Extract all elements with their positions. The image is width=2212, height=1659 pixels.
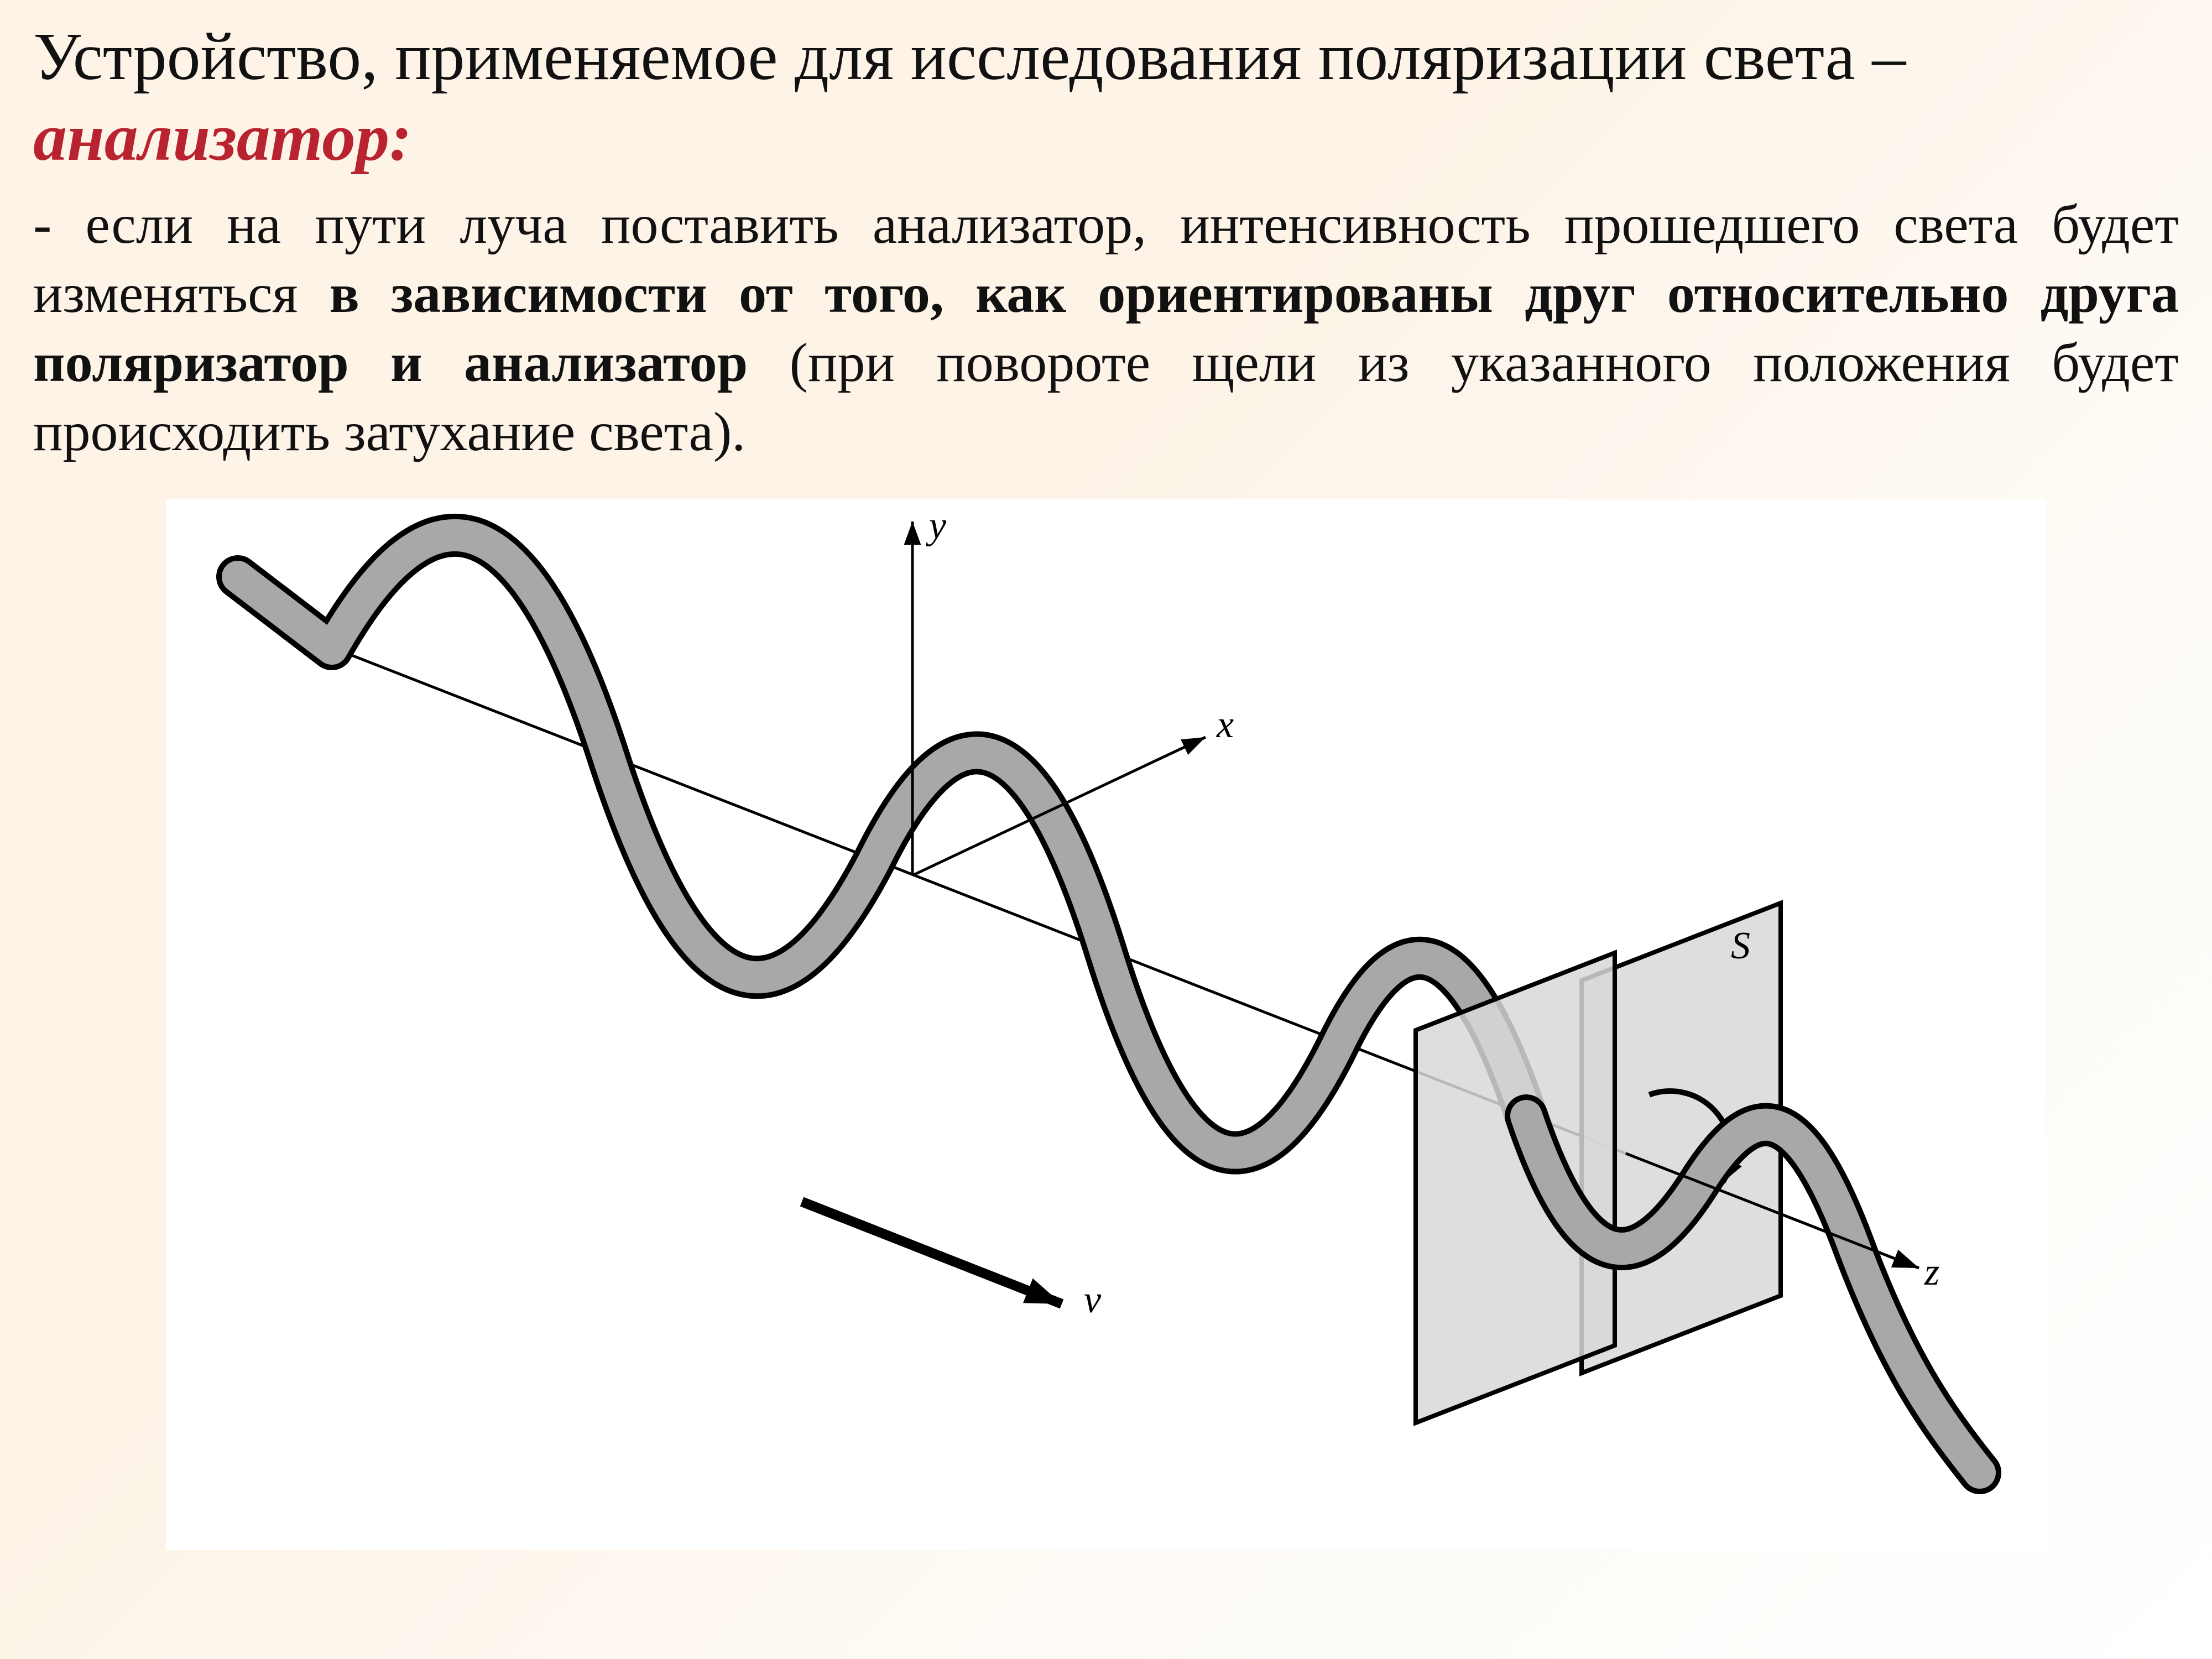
svg-text:y: y [926, 504, 947, 547]
slide-title: Устройство, применяемое для исследования… [33, 17, 2179, 179]
title-prefix: Устройство, применяемое для исследования… [33, 19, 1906, 94]
svg-text:z: z [1924, 1251, 1939, 1293]
svg-text:x: x [1216, 703, 1234, 746]
diagram-container: z y x v S [33, 499, 2179, 1550]
svg-text:v: v [1084, 1279, 1102, 1321]
polarization-diagram: z y x v S [166, 499, 2046, 1550]
slide-body: - если на пути луча поставить анализатор… [33, 190, 2179, 466]
svg-text:S: S [1731, 925, 1750, 967]
title-highlight: анализатор: [33, 100, 412, 175]
